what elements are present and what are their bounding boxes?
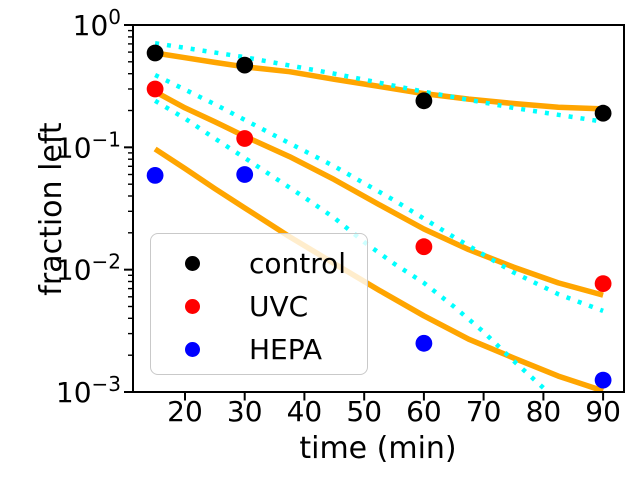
x-tick-label: 80 <box>526 395 562 428</box>
y-tick-label: 10−3 <box>56 372 121 409</box>
hepa-marker-icon <box>185 342 200 357</box>
legend-item-label: UVC <box>249 289 309 323</box>
y-axis-label: fraction left <box>34 122 69 296</box>
HEPA-data-point <box>146 167 164 184</box>
control-marker-icon <box>185 256 200 271</box>
y-tick-label: 100 <box>73 5 121 42</box>
control-data-point <box>236 56 254 74</box>
y-tick-label: 10−1 <box>56 127 121 164</box>
x-tick-label: 30 <box>227 395 263 428</box>
control-data-point <box>146 44 164 62</box>
uvc-fit-curve <box>153 89 604 298</box>
x-tick-label: 50 <box>346 395 382 428</box>
HEPA-data-point <box>236 166 254 183</box>
x-tick-label: 90 <box>585 395 621 428</box>
control-model-curve <box>154 40 604 124</box>
axes-group <box>124 24 625 401</box>
x-tick-label: 20 <box>167 395 203 428</box>
legend: control UVC HEPA <box>150 233 368 375</box>
x-tick-label: 70 <box>466 395 502 428</box>
HEPA-data-point <box>594 371 612 389</box>
legend-item-uvc: UVC <box>151 285 367 328</box>
control-data-point <box>594 104 612 122</box>
legend-item-label: HEPA <box>249 332 322 366</box>
x-tick-label: 40 <box>287 395 323 428</box>
uvc-marker-icon <box>185 299 200 314</box>
legend-item-hepa: HEPA <box>151 328 367 371</box>
data-points-group <box>146 44 612 389</box>
control-data-point <box>415 92 433 110</box>
UVC-data-point <box>594 275 612 292</box>
control-fit-curve <box>154 50 604 112</box>
legend-item-control: control <box>151 242 367 285</box>
HEPA-data-point <box>415 334 433 352</box>
UVC-data-point <box>415 238 433 256</box>
legend-item-label: control <box>249 246 347 280</box>
x-axis-label: time (min) <box>299 431 456 466</box>
UVC-data-point <box>236 130 254 147</box>
plot-border <box>132 24 625 393</box>
UVC-data-point <box>146 80 164 98</box>
x-tick-label: 60 <box>406 395 442 428</box>
